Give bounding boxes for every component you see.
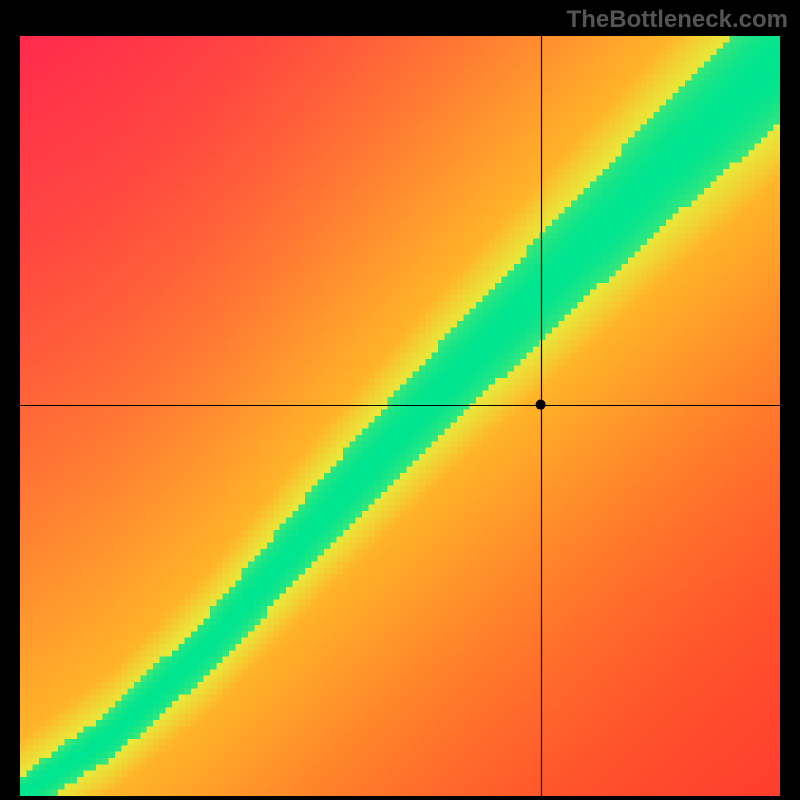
watermark-text: TheBottleneck.com	[567, 6, 788, 34]
chart-container: TheBottleneck.com	[0, 0, 800, 800]
crosshair-overlay-canvas	[20, 36, 780, 796]
